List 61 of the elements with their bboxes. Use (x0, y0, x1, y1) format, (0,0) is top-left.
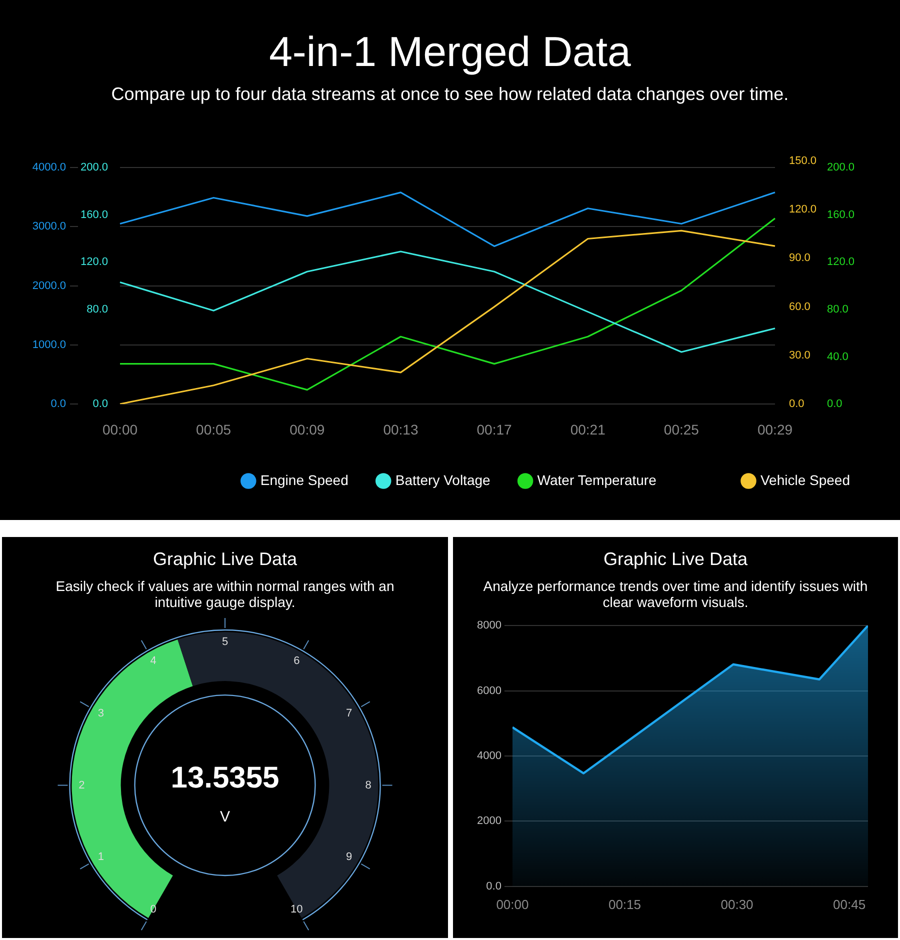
legend-label: Battery Voltage (395, 472, 491, 488)
text: 8 (365, 779, 372, 792)
text: 6 (294, 655, 300, 668)
y-tick-label: 2000 (476, 815, 501, 828)
legend-label: Vehicle Speed (760, 472, 850, 488)
y-tick-label: 30.0 (789, 349, 810, 362)
text: 2 (78, 779, 85, 792)
y-tick-label: 150.0 (789, 155, 817, 168)
y-tick-label: 0.0 (50, 398, 66, 410)
y2-tick-label: 0.0 (92, 398, 108, 410)
y-tick-label: 4000.0 (32, 162, 66, 174)
x-tick-label: 00:25 (664, 421, 700, 438)
text: 3 (98, 708, 104, 720)
y2-tick-label: 200.0 (80, 162, 108, 174)
y3-tick-label: 80.0 (827, 303, 848, 316)
y2-tick-label: 80.0 (86, 303, 108, 316)
x-tick-label: 00:09 (290, 421, 325, 438)
y2-tick-label: 120.0 (80, 256, 108, 268)
y3-tick-label: 200.0 (827, 162, 855, 174)
y-tick-label: 4000 (476, 750, 501, 762)
x-tick-label: 00:00 (496, 896, 528, 912)
text: 13.5355 (170, 762, 280, 795)
chart-subtitle: Compare up to four data streams at once to see how related data changes over time. (110, 83, 790, 105)
chart-title: 4-in-1 Merged Data (268, 27, 632, 76)
legend-label: Engine Speed (260, 472, 348, 488)
y3-tick-label: 120.0 (827, 256, 855, 268)
y-tick-label: 2000.0 (32, 280, 66, 292)
text: 7 (346, 708, 352, 720)
text: 5 (222, 636, 228, 648)
text: 9 (346, 850, 352, 863)
y-tick-label: 0.0 (486, 880, 501, 892)
y3-tick-label: 160.0 (827, 208, 855, 221)
y-tick-label: 120.0 (789, 204, 817, 216)
x-tick-label: 00:21 (570, 421, 606, 438)
y-tick-label: 1000.0 (32, 338, 66, 351)
x-tick-label: 00:30 (720, 896, 753, 912)
x-tick-label: 00:17 (476, 421, 512, 438)
text: 1 (98, 850, 104, 863)
x-tick-label: 00:15 (608, 896, 641, 912)
chart-subtitle: Analyze performance trends over time and identify issues with clear waveform visuals. (482, 577, 869, 610)
y-tick-label: 90.0 (789, 252, 810, 264)
text: 10 (290, 903, 303, 916)
y-tick-label: 60.0 (789, 300, 810, 313)
x-tick-label: 00:05 (196, 421, 232, 438)
y3-tick-label: 40.0 (827, 350, 848, 363)
text: 4 (150, 655, 156, 668)
x-tick-label: 00:45 (832, 896, 866, 912)
chart-title: Graphic Live Data (152, 548, 298, 570)
y2-tick-label: 160.0 (80, 208, 108, 221)
x-tick-label: 00:29 (757, 421, 793, 438)
text: V (220, 808, 230, 826)
y-tick-label: 6000 (476, 684, 501, 697)
legend-label: Water Temperature (537, 472, 657, 488)
x-tick-label: 00:13 (383, 421, 418, 438)
y-tick-label: 0.0 (789, 398, 804, 410)
y-tick-label: 3000.0 (32, 220, 66, 233)
x-tick-label: 00:00 (102, 421, 138, 438)
chart-subtitle: Easily check if values are within normal ranges with an intuitive gauge display. (54, 577, 396, 610)
y3-tick-label: 0.0 (827, 398, 842, 410)
y-tick-label: 8000 (476, 620, 501, 632)
chart-title: Graphic Live Data (602, 548, 749, 570)
